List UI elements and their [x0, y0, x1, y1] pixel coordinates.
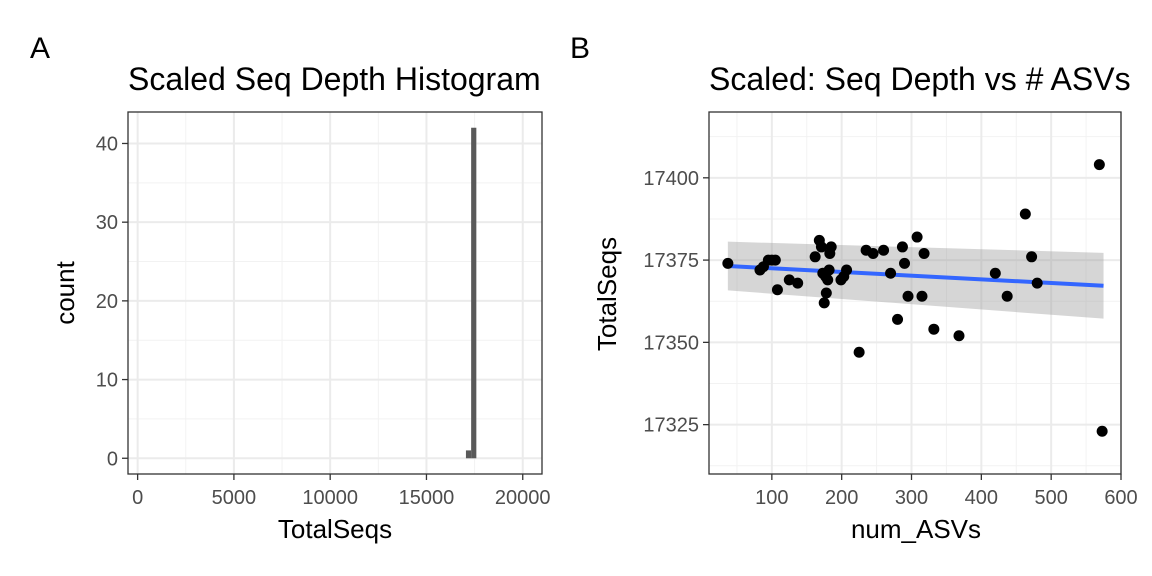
panel-b-data-point	[989, 267, 1001, 279]
panel-b-x-tick-label: 600	[1104, 487, 1137, 509]
panel-b-x-tick-label: 200	[825, 487, 858, 509]
panel-a-x-tick-label: 20000	[495, 487, 551, 509]
panel-b-title: Scaled: Seq Depth vs # ASVs	[709, 61, 1131, 97]
panel-b-data-point	[820, 287, 832, 299]
panel-b-x-tick-label: 400	[965, 487, 998, 509]
panel-a-histogram-bar	[465, 450, 472, 459]
panel-b-y-tick-label: 17400	[643, 168, 699, 190]
panel-b-data-point	[916, 290, 928, 302]
panel-b-data-point	[911, 231, 923, 243]
panel-b-data-point	[902, 290, 914, 302]
panel-b-data-point	[878, 244, 890, 256]
panel-b-data-point	[853, 346, 865, 358]
panel-a-y-tick-label: 0	[107, 448, 118, 470]
panel-b-data-point	[892, 313, 904, 325]
panel-a-x-tick-label: 10000	[302, 487, 358, 509]
panel-b-data-point	[1001, 290, 1013, 302]
panel-b-data-point	[953, 330, 965, 342]
panel-a-x-tick-label: 0	[132, 487, 143, 509]
panel-b-x-tick-label: 100	[755, 487, 788, 509]
panel-b-y-tick-label: 17375	[643, 250, 699, 272]
panel-b-data-point	[809, 251, 821, 263]
panel-b-data-point	[885, 267, 897, 279]
panel-b-data-point	[1026, 251, 1038, 263]
panel-b-data-point	[1096, 425, 1108, 437]
panel-b-y-axis-title: TotalSeqs	[592, 237, 622, 351]
panel-a-histogram-bar	[471, 127, 477, 459]
panel-b-plot: 100 200 300 400 500 600 17325 17350 17375 17400	[643, 111, 1138, 509]
panel-b-data-point	[722, 257, 734, 269]
panel-a-border	[127, 111, 543, 475]
panel-a-tag: A	[30, 32, 50, 65]
panel-a-y-tick-label: 40	[96, 133, 118, 155]
panel-b-data-point	[783, 274, 795, 286]
panel-b-data-point	[792, 277, 804, 289]
panel-b-data-point	[867, 248, 879, 260]
panel-b-x-tick-label: 500	[1034, 487, 1067, 509]
panel-b-data-point	[1019, 208, 1031, 220]
panel-b-data-point	[918, 248, 930, 260]
panel-a-x-tick-label: 5000	[212, 487, 257, 509]
panel-b-x-tick-label: 300	[895, 487, 928, 509]
panel-b-y-tick-label: 17325	[643, 415, 699, 437]
panel-b-data-point	[841, 264, 853, 276]
panel-a-x-axis-title: TotalSeqs	[278, 514, 392, 544]
panel-a-y-tick-label: 10	[96, 370, 118, 392]
panel-b-border	[708, 111, 1122, 475]
panel-b-x-axis-title: num_ASVs	[851, 514, 981, 544]
panel-b-data-point	[771, 284, 783, 296]
panel-b-data-point	[815, 241, 827, 253]
panel-a-title: Scaled Seq Depth Histogram	[128, 61, 541, 97]
panel-b-y-tick-label: 17350	[643, 332, 699, 354]
panel-a-y-axis-title: count	[50, 260, 80, 324]
panel-a-y-tick-label: 20	[96, 291, 118, 313]
panel-b-data-point	[1031, 277, 1043, 289]
panel-b-data-point	[822, 274, 834, 286]
panel-b-data-point	[769, 254, 781, 266]
panel-b-tag: B	[570, 32, 590, 65]
panel-b-data-point	[825, 241, 837, 253]
panel-b-data-point	[1093, 159, 1105, 171]
panel-a-plot: 0 5000 10000 15000 20000 0 10 20 30 40	[96, 111, 551, 509]
panel-a-y-tick-label: 30	[96, 212, 118, 234]
panel-a-x-tick-label: 15000	[399, 487, 455, 509]
panel-b-data-point	[896, 241, 908, 253]
panel-b-data-point	[899, 257, 911, 269]
panel-b-data-point	[818, 297, 830, 309]
panel-b-data-point	[823, 264, 835, 276]
panel-b-data-point	[928, 323, 940, 335]
